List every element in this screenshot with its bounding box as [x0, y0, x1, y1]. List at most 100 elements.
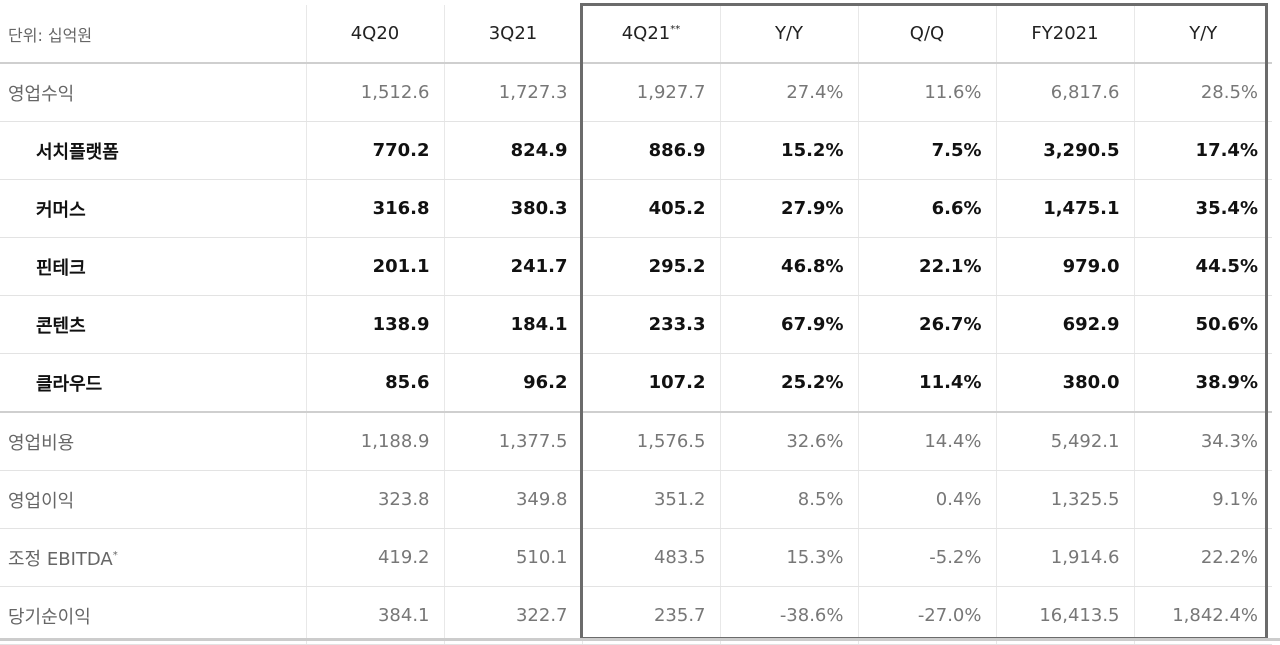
table-cell: 380.3: [444, 179, 583, 238]
table-cell: 5,492.1: [996, 411, 1135, 471]
table-cell: 34.3%: [1134, 411, 1272, 471]
unit-label: 단위: 십억원: [0, 5, 307, 64]
row-label: 핀테크: [0, 237, 307, 296]
table-cell: 184.1: [444, 295, 583, 354]
table-cell: 6,817.6: [996, 63, 1135, 122]
table-cell: 11.6%: [858, 63, 997, 122]
col-header: 3Q21: [444, 5, 583, 64]
table-cell: 483.5: [582, 528, 721, 587]
table-cell: 14.4%: [858, 411, 997, 471]
table-cell: 16,413.5: [996, 586, 1135, 645]
table-cell: 3,290.5: [996, 121, 1135, 180]
table-cell: 17.4%: [1134, 121, 1272, 180]
table-cell: 50.6%: [1134, 295, 1272, 354]
table-cell: 349.8: [444, 470, 583, 529]
col-header-text: 4Q21: [621, 23, 671, 44]
table-cell: -27.0%: [858, 586, 997, 645]
table-row: 서치플랫폼 770.2 824.9 886.9 15.2% 7.5% 3,290.5 17.4…: [0, 121, 1272, 180]
table-cell: 9.1%: [1134, 470, 1272, 529]
row-label: 조정 EBITDA*: [0, 528, 307, 587]
table-cell: 979.0: [996, 237, 1135, 296]
table-cell: 1,512.6: [306, 63, 445, 122]
col-header: Y/Y: [1134, 5, 1272, 64]
table-cell: 1,576.5: [582, 411, 721, 471]
table-cell: 6.6%: [858, 179, 997, 238]
row-label-text: 핀테크: [36, 257, 86, 279]
table-cell: 7.5%: [858, 121, 997, 180]
table-cell: -5.2%: [858, 528, 997, 587]
row-label-text: 영업이익: [8, 490, 75, 512]
table-cell: 67.9%: [720, 295, 859, 354]
table-cell: 138.9: [306, 295, 445, 354]
table-cell: 419.2: [306, 528, 445, 587]
table-cell: 692.9: [996, 295, 1135, 354]
col-header: 4Q20: [306, 5, 445, 64]
table-cell: 8.5%: [720, 470, 859, 529]
table-cell: 1,325.5: [996, 470, 1135, 529]
table-cell: 35.4%: [1134, 179, 1272, 238]
table-row: 당기순이익 384.1 322.7 235.7 -38.6% -27.0% 16,413.5…: [0, 586, 1272, 645]
table-row: 핀테크 201.1 241.7 295.2 46.8% 22.1% 979.0 44.5%: [0, 237, 1272, 296]
table-cell: 46.8%: [720, 237, 859, 296]
table-cell: 295.2: [582, 237, 721, 296]
table-cell: 15.2%: [720, 121, 859, 180]
table-cell: 322.7: [444, 586, 583, 645]
table-cell: 405.2: [582, 179, 721, 238]
table-cell: 351.2: [582, 470, 721, 529]
table-cell: 1,914.6: [996, 528, 1135, 587]
row-label: 클라우드: [0, 353, 307, 413]
row-label: 커머스: [0, 179, 307, 238]
table-cell: 32.6%: [720, 411, 859, 471]
table-cell: 44.5%: [1134, 237, 1272, 296]
table-cell: 25.2%: [720, 353, 859, 413]
table-cell: 1,727.3: [444, 63, 583, 122]
table-cell: 22.1%: [858, 237, 997, 296]
row-label-text: 당기순이익: [8, 606, 91, 628]
table-cell: 15.3%: [720, 528, 859, 587]
bottom-divider: [0, 638, 1280, 641]
col-header: Y/Y: [720, 5, 859, 64]
row-label: 영업비용: [0, 411, 307, 471]
table-cell: 201.1: [306, 237, 445, 296]
table-cell: 1,475.1: [996, 179, 1135, 238]
row-label-text: 영업수익: [8, 83, 75, 105]
table-cell: 241.7: [444, 237, 583, 296]
table-cell: 85.6: [306, 353, 445, 413]
row-label: 영업이익: [0, 470, 307, 529]
table-cell: 1,842.4%: [1134, 586, 1272, 645]
table-row: 영업수익 1,512.6 1,727.3 1,927.7 27.4% 11.6% 6,817…: [0, 63, 1272, 122]
table-cell: 1,188.9: [306, 411, 445, 471]
row-label: 콘텐츠: [0, 295, 307, 354]
row-label-text: 서치플랫폼: [36, 141, 119, 163]
header-row: 단위: 십억원 4Q20 3Q21 4Q21** Y/Y Q/Q FY2021 …: [0, 5, 1272, 64]
table-row: 조정 EBITDA* 419.2 510.1 483.5 15.3% -5.2% 1,914…: [0, 528, 1272, 587]
table-cell: 384.1: [306, 586, 445, 645]
table-cell: 107.2: [582, 353, 721, 413]
table-cell: 11.4%: [858, 353, 997, 413]
table-cell: 22.2%: [1134, 528, 1272, 587]
col-header: FY2021: [996, 5, 1135, 64]
table-cell: 38.9%: [1134, 353, 1272, 413]
row-label-text: 영업비용: [8, 432, 75, 454]
table-cell: 26.7%: [858, 295, 997, 354]
table-cell: 235.7: [582, 586, 721, 645]
row-label: 영업수익: [0, 63, 307, 122]
table-cell: 27.4%: [720, 63, 859, 122]
table-cell: 233.3: [582, 295, 721, 354]
table-row: 영업비용 1,188.9 1,377.5 1,576.5 32.6% 14.4% 5,492…: [0, 411, 1272, 471]
table-cell: 28.5%: [1134, 63, 1272, 122]
row-label-text: 조정 EBITDA: [8, 548, 113, 570]
table-cell: 316.8: [306, 179, 445, 238]
row-label-text: 콘텐츠: [36, 315, 86, 337]
col-header-mark: **: [670, 24, 681, 35]
table-row: 영업이익 323.8 349.8 351.2 8.5% 0.4% 1,325.5 9.1%: [0, 470, 1272, 529]
table-cell: 323.8: [306, 470, 445, 529]
table-cell: 380.0: [996, 353, 1135, 413]
table-row: 커머스 316.8 380.3 405.2 27.9% 6.6% 1,475.1 35.4%: [0, 179, 1272, 238]
table-cell: 510.1: [444, 528, 583, 587]
table-cell: 0.4%: [858, 470, 997, 529]
row-label-text: 커머스: [36, 199, 86, 221]
row-label: 당기순이익: [0, 586, 307, 645]
table-cell: 824.9: [444, 121, 583, 180]
row-label-text: 클라우드: [36, 373, 103, 395]
